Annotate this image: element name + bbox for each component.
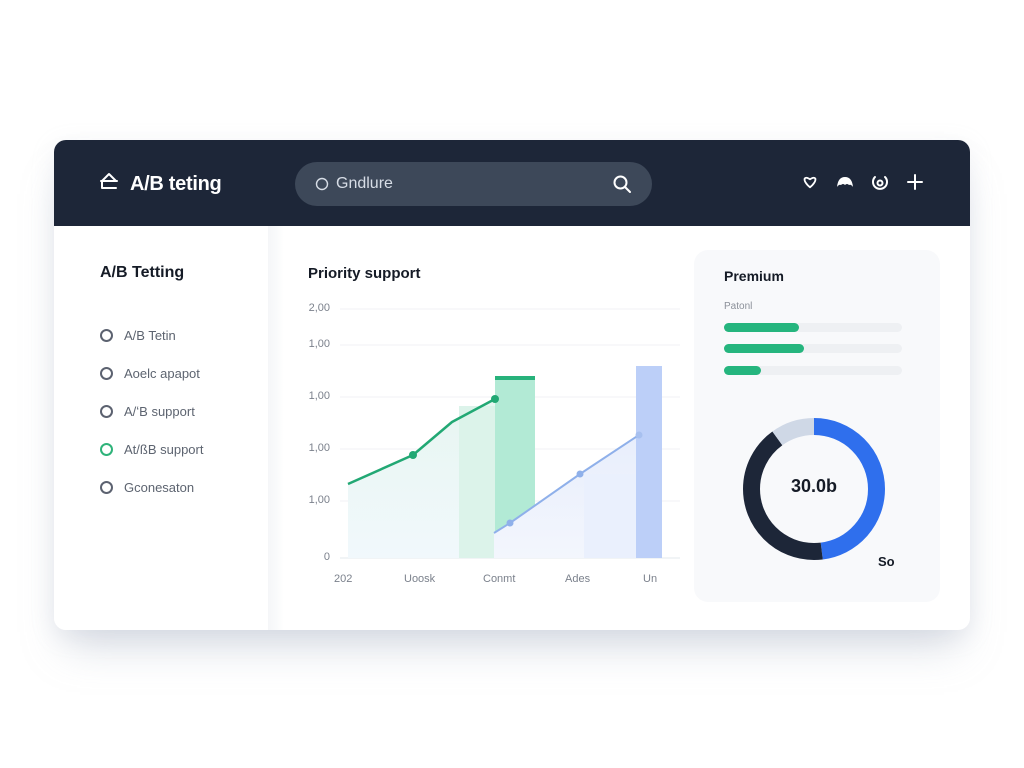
progress-bar: [724, 344, 902, 353]
sidebar-item[interactable]: Gconesaton: [100, 468, 203, 506]
progress-fill: [724, 323, 799, 332]
x-tick-label: Conmt: [483, 573, 516, 585]
radio-icon[interactable]: [100, 366, 113, 380]
search-icon: [315, 177, 329, 191]
radio-icon[interactable]: [100, 404, 113, 418]
sidebar: A/B Tetting A/B Tetin Aoelc apapot A/ʻB …: [54, 226, 270, 630]
brand[interactable]: A/B teting: [98, 170, 222, 198]
chart-plot: [340, 308, 680, 559]
priority-support-chart: 2,00 1,00 1,00 1,00 1,00 0: [300, 296, 680, 596]
x-tick-label: 202: [334, 573, 353, 585]
radio-icon[interactable]: [100, 480, 113, 494]
chart-title: Priority support: [308, 265, 421, 282]
sidebar-item-label: At/ßB support: [124, 441, 204, 457]
sidebar-item-label: A/B Tetin: [124, 327, 176, 343]
dashboard-card: A/B teting: [54, 140, 970, 630]
data-point[interactable]: [576, 470, 584, 478]
x-tick-label: Un: [643, 573, 658, 585]
premium-title: Premium: [724, 268, 784, 284]
data-point[interactable]: [491, 395, 499, 403]
x-tick-label: Ades: [565, 573, 591, 585]
radio-icon[interactable]: [100, 442, 113, 456]
progress-fill: [724, 344, 805, 353]
plus-icon[interactable]: [906, 173, 924, 191]
data-point[interactable]: [635, 431, 643, 439]
sidebar-list: A/B Tetin Aoelc apapot A/ʻB support At/ß…: [100, 316, 203, 506]
sidebar-divider: [268, 226, 284, 630]
data-point[interactable]: [409, 451, 417, 459]
premium-subtitle: Patonl: [724, 301, 753, 312]
y-tick-label: 2,00: [308, 302, 330, 314]
donut-value: 30.0b: [790, 476, 838, 496]
refresh-icon[interactable]: [871, 173, 889, 191]
y-tick-label: 1,00: [308, 442, 330, 454]
sidebar-item[interactable]: A/B Tetin: [100, 316, 203, 354]
donut-chart: [743, 418, 885, 560]
sidebar-item-label: A/ʻB support: [124, 403, 195, 419]
data-point[interactable]: [506, 519, 514, 527]
premium-panel: Premium Patonl 30.0b So: [694, 250, 940, 602]
donut-label: So: [878, 554, 895, 569]
y-tick-label: 1,00: [308, 338, 330, 350]
sidebar-item-label: Aoelc apapot: [124, 365, 200, 381]
top-navigation-bar: A/B teting: [54, 140, 970, 226]
sidebar-item[interactable]: Aoelc apapot: [100, 354, 203, 392]
app-title: A/B teting: [130, 172, 222, 195]
blue-bar[interactable]: [636, 366, 662, 558]
sidebar-item[interactable]: A/ʻB support: [100, 392, 203, 430]
search-bar[interactable]: [295, 162, 652, 206]
y-tick-label: 1,00: [308, 390, 330, 402]
progress-fill: [724, 366, 762, 375]
y-tick-label: 1,00: [308, 494, 330, 506]
cloud-icon[interactable]: [836, 173, 854, 191]
search-icon[interactable]: [612, 174, 632, 194]
progress-bar: [724, 323, 902, 332]
home-icon: [98, 170, 120, 198]
sidebar-item-active[interactable]: At/ßB support: [100, 430, 203, 468]
sidebar-item-label: Gconesaton: [124, 479, 195, 495]
heart-icon[interactable]: [801, 173, 819, 191]
x-tick-label: Uoosk: [404, 573, 436, 585]
search-input[interactable]: [336, 162, 596, 206]
radio-icon[interactable]: [100, 328, 113, 342]
progress-bar: [724, 366, 902, 375]
sidebar-title: A/B Tetting: [100, 264, 185, 281]
y-tick-label: 0: [323, 551, 330, 563]
header-actions: [801, 173, 924, 191]
